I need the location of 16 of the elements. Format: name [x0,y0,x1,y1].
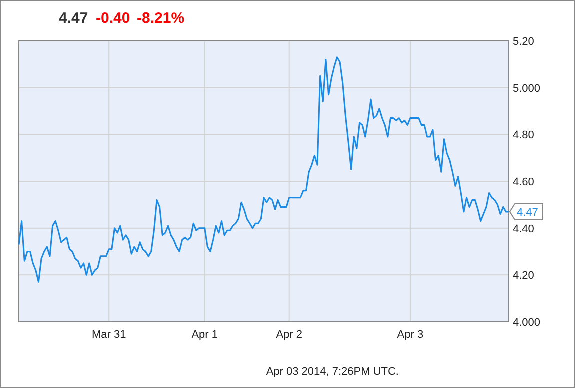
y-tick-label: 4.40 [513,223,534,236]
y-tick-label: 5.20 [513,36,534,48]
y-tick-label: 4.60 [513,176,534,188]
annotation: 4.47 [517,206,538,219]
text: -8.21% [137,10,185,27]
x-tick-label: Apr 2 [276,329,302,341]
y-tick-label: 4.80 [513,130,534,142]
x-tick-label: Apr 3 [397,329,424,341]
x-tick-label: Apr 1 [192,329,218,341]
text: Apr 03 2014, 7:26PM UTC. [266,366,399,378]
y-tick-label: 5.000 [513,82,541,95]
y-tick-label: 4.20 [513,270,534,282]
x-tick-label: Mar 31 [92,329,126,341]
text: -0.40 [96,10,130,27]
y-tick-label: 4.000 [513,317,541,329]
chart-title: 4.47 [59,10,88,27]
